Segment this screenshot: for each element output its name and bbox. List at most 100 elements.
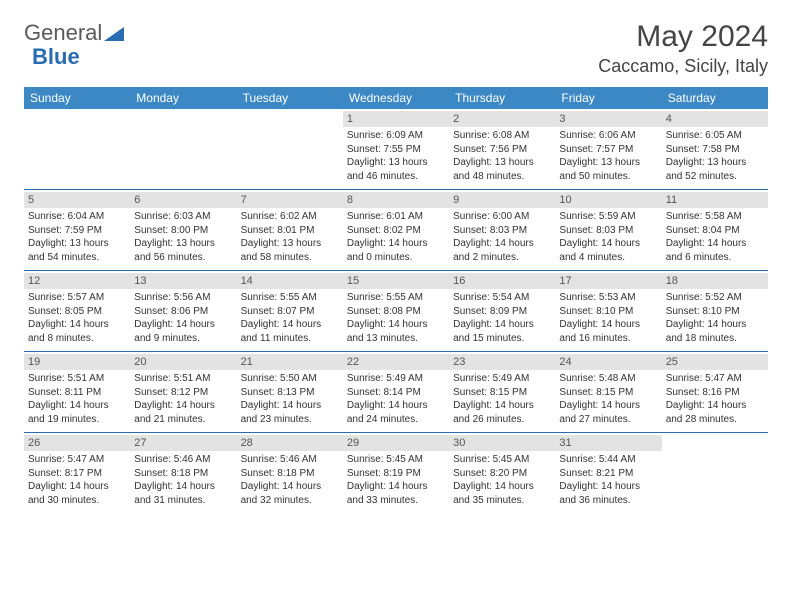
calendar-head: SundayMondayTuesdayWednesdayThursdayFrid…: [24, 87, 768, 109]
day-number: 21: [237, 354, 343, 370]
day-info-line: Daylight: 14 hours: [241, 480, 339, 494]
day-info-line: Sunset: 7:57 PM: [559, 143, 657, 157]
week-row: 26Sunrise: 5:47 AMSunset: 8:17 PMDayligh…: [24, 433, 768, 513]
day-cell: 12Sunrise: 5:57 AMSunset: 8:05 PMDayligh…: [24, 271, 130, 352]
day-info-line: Sunset: 8:03 PM: [453, 224, 551, 238]
day-cell: 11Sunrise: 5:58 AMSunset: 8:04 PMDayligh…: [662, 190, 768, 271]
day-info-line: and 8 minutes.: [28, 332, 126, 346]
day-number: 31: [555, 435, 661, 451]
day-number: 5: [24, 192, 130, 208]
day-info-line: Daylight: 14 hours: [666, 399, 764, 413]
day-info-line: Daylight: 14 hours: [347, 318, 445, 332]
week-row: 5Sunrise: 6:04 AMSunset: 7:59 PMDaylight…: [24, 190, 768, 271]
day-cell: 18Sunrise: 5:52 AMSunset: 8:10 PMDayligh…: [662, 271, 768, 352]
day-cell: 1Sunrise: 6:09 AMSunset: 7:55 PMDaylight…: [343, 109, 449, 190]
day-info-line: Daylight: 14 hours: [559, 399, 657, 413]
day-info-line: Sunrise: 5:57 AM: [28, 291, 126, 305]
day-number: 17: [555, 273, 661, 289]
day-info-line: Sunrise: 5:48 AM: [559, 372, 657, 386]
day-cell: [130, 109, 236, 190]
day-number: 15: [343, 273, 449, 289]
day-info-line: Sunset: 8:10 PM: [666, 305, 764, 319]
day-info-line: Sunrise: 5:49 AM: [347, 372, 445, 386]
day-info-line: Sunrise: 5:47 AM: [666, 372, 764, 386]
location: Caccamo, Sicily, Italy: [598, 56, 768, 77]
day-cell: 8Sunrise: 6:01 AMSunset: 8:02 PMDaylight…: [343, 190, 449, 271]
day-info-line: Sunset: 8:14 PM: [347, 386, 445, 400]
day-info-line: Sunrise: 6:00 AM: [453, 210, 551, 224]
day-info-line: and 58 minutes.: [241, 251, 339, 265]
day-header: Monday: [130, 87, 236, 109]
day-cell: 26Sunrise: 5:47 AMSunset: 8:17 PMDayligh…: [24, 433, 130, 513]
day-info-line: Sunset: 8:20 PM: [453, 467, 551, 481]
day-info-line: and 18 minutes.: [666, 332, 764, 346]
day-info-line: and 48 minutes.: [453, 170, 551, 184]
day-info-line: and 52 minutes.: [666, 170, 764, 184]
day-info-line: Sunset: 8:13 PM: [241, 386, 339, 400]
day-info-line: Daylight: 13 hours: [453, 156, 551, 170]
day-info-line: Sunset: 8:18 PM: [134, 467, 232, 481]
day-number: 7: [237, 192, 343, 208]
day-info-line: Sunset: 8:15 PM: [453, 386, 551, 400]
day-info-line: and 0 minutes.: [347, 251, 445, 265]
day-info-line: and 54 minutes.: [28, 251, 126, 265]
day-info-line: and 36 minutes.: [559, 494, 657, 508]
day-cell: 25Sunrise: 5:47 AMSunset: 8:16 PMDayligh…: [662, 352, 768, 433]
day-number: 2: [449, 111, 555, 127]
day-info-line: and 9 minutes.: [134, 332, 232, 346]
day-info-line: Sunset: 8:17 PM: [28, 467, 126, 481]
day-number: 30: [449, 435, 555, 451]
day-info-line: Sunrise: 5:58 AM: [666, 210, 764, 224]
day-info-line: Sunset: 8:07 PM: [241, 305, 339, 319]
day-info-line: Sunset: 8:09 PM: [453, 305, 551, 319]
day-info-line: Daylight: 13 hours: [347, 156, 445, 170]
day-cell: 31Sunrise: 5:44 AMSunset: 8:21 PMDayligh…: [555, 433, 661, 513]
day-info-line: and 32 minutes.: [241, 494, 339, 508]
day-cell: 5Sunrise: 6:04 AMSunset: 7:59 PMDaylight…: [24, 190, 130, 271]
day-info-line: Sunset: 7:55 PM: [347, 143, 445, 157]
day-header: Friday: [555, 87, 661, 109]
day-info-line: Daylight: 14 hours: [347, 237, 445, 251]
day-cell: 17Sunrise: 5:53 AMSunset: 8:10 PMDayligh…: [555, 271, 661, 352]
day-cell: 29Sunrise: 5:45 AMSunset: 8:19 PMDayligh…: [343, 433, 449, 513]
day-info-line: Sunset: 7:56 PM: [453, 143, 551, 157]
day-info-line: and 16 minutes.: [559, 332, 657, 346]
day-info-line: and 21 minutes.: [134, 413, 232, 427]
day-info-line: Sunset: 8:00 PM: [134, 224, 232, 238]
day-info-line: and 33 minutes.: [347, 494, 445, 508]
day-info-line: Sunrise: 5:53 AM: [559, 291, 657, 305]
day-header: Thursday: [449, 87, 555, 109]
day-cell: [237, 109, 343, 190]
day-info-line: and 15 minutes.: [453, 332, 551, 346]
day-number: 29: [343, 435, 449, 451]
day-info-line: Daylight: 13 hours: [559, 156, 657, 170]
day-info-line: Daylight: 13 hours: [666, 156, 764, 170]
day-cell: 21Sunrise: 5:50 AMSunset: 8:13 PMDayligh…: [237, 352, 343, 433]
day-info-line: and 30 minutes.: [28, 494, 126, 508]
day-info-line: Daylight: 14 hours: [28, 399, 126, 413]
logo-text-2-wrap: Blue: [32, 44, 80, 70]
day-cell: 13Sunrise: 5:56 AMSunset: 8:06 PMDayligh…: [130, 271, 236, 352]
day-info-line: Sunrise: 5:49 AM: [453, 372, 551, 386]
day-info-line: Sunrise: 6:08 AM: [453, 129, 551, 143]
day-cell: 22Sunrise: 5:49 AMSunset: 8:14 PMDayligh…: [343, 352, 449, 433]
day-info-line: and 11 minutes.: [241, 332, 339, 346]
day-info-line: Sunrise: 6:04 AM: [28, 210, 126, 224]
day-info-line: and 2 minutes.: [453, 251, 551, 265]
day-number: 14: [237, 273, 343, 289]
day-info-line: Sunrise: 6:09 AM: [347, 129, 445, 143]
day-cell: 23Sunrise: 5:49 AMSunset: 8:15 PMDayligh…: [449, 352, 555, 433]
day-info-line: Sunrise: 5:55 AM: [347, 291, 445, 305]
day-info-line: Sunset: 8:10 PM: [559, 305, 657, 319]
day-info-line: Sunrise: 5:50 AM: [241, 372, 339, 386]
day-info-line: Daylight: 14 hours: [241, 318, 339, 332]
day-info-line: Sunset: 8:03 PM: [559, 224, 657, 238]
logo: General: [24, 20, 126, 46]
day-info-line: and 23 minutes.: [241, 413, 339, 427]
day-info-line: Sunrise: 5:46 AM: [241, 453, 339, 467]
day-cell: 24Sunrise: 5:48 AMSunset: 8:15 PMDayligh…: [555, 352, 661, 433]
day-info-line: Sunrise: 6:02 AM: [241, 210, 339, 224]
day-info-line: Daylight: 14 hours: [559, 237, 657, 251]
day-info-line: Sunset: 8:06 PM: [134, 305, 232, 319]
day-info-line: and 6 minutes.: [666, 251, 764, 265]
